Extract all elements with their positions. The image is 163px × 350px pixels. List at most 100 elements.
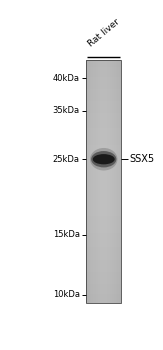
Bar (86, 179, 121, 181)
Bar (86, 99, 121, 101)
Bar (86, 128, 121, 130)
Bar (86, 223, 121, 225)
Bar (86, 267, 121, 269)
Bar (86, 196, 121, 198)
Bar (86, 276, 121, 279)
Bar (86, 120, 121, 123)
Bar (86, 164, 121, 167)
Bar (86, 130, 121, 133)
Bar (86, 264, 121, 267)
Bar (86, 272, 121, 274)
Bar (97, 60, 98, 303)
Bar (86, 279, 121, 281)
Bar (86, 60, 121, 62)
Bar (86, 145, 121, 147)
Bar (88, 60, 89, 303)
Bar (105, 60, 106, 303)
Bar (86, 233, 121, 235)
Bar (86, 247, 121, 250)
Ellipse shape (91, 151, 116, 167)
Bar (86, 301, 121, 303)
Text: 25kDa: 25kDa (53, 155, 80, 164)
Text: 15kDa: 15kDa (53, 230, 80, 239)
Bar (86, 62, 121, 64)
Bar (120, 60, 121, 303)
Bar (86, 255, 121, 257)
Bar (86, 91, 121, 94)
Bar (107, 60, 108, 303)
Bar (86, 198, 121, 201)
Bar (86, 191, 121, 194)
Bar (94, 60, 95, 303)
Bar (86, 184, 121, 186)
Bar (86, 133, 121, 135)
Bar (86, 211, 121, 213)
Bar (86, 106, 121, 108)
Bar (86, 74, 121, 77)
Bar (86, 291, 121, 294)
Bar (86, 216, 121, 218)
Bar (93, 60, 94, 303)
Bar (86, 245, 121, 247)
Bar (86, 172, 121, 174)
Bar (116, 60, 117, 303)
Bar (91, 60, 92, 303)
Bar (86, 169, 121, 172)
Text: Rat liver: Rat liver (86, 18, 121, 49)
Bar (86, 181, 121, 184)
Bar (86, 64, 121, 67)
Bar (86, 177, 121, 179)
Bar (86, 101, 121, 103)
Bar (86, 225, 121, 228)
Bar (86, 203, 121, 206)
Bar (90, 60, 91, 303)
Bar (86, 284, 121, 286)
Bar (86, 167, 121, 169)
Bar (86, 77, 121, 79)
Bar (110, 60, 111, 303)
Bar (89, 60, 90, 303)
Bar (86, 243, 121, 245)
Bar (86, 84, 121, 86)
Bar (86, 235, 121, 238)
Bar (86, 250, 121, 252)
Bar (86, 123, 121, 125)
Bar (108, 60, 109, 303)
Bar (86, 213, 121, 216)
Bar (86, 240, 121, 243)
Bar (86, 140, 121, 142)
Bar (86, 174, 121, 177)
Bar (86, 142, 121, 145)
Bar (86, 189, 121, 191)
Bar (86, 118, 121, 120)
Bar (86, 257, 121, 259)
Bar (86, 138, 121, 140)
Bar (86, 67, 121, 69)
Bar (86, 96, 121, 99)
Bar (96, 60, 97, 303)
Bar (86, 60, 121, 303)
Bar (98, 60, 99, 303)
Text: 35kDa: 35kDa (53, 106, 80, 115)
Bar (86, 152, 121, 155)
Bar (86, 108, 121, 111)
Bar (86, 125, 121, 128)
Bar (86, 194, 121, 196)
Bar (112, 60, 113, 303)
Bar (86, 155, 121, 157)
Bar (99, 60, 100, 303)
Bar (86, 116, 121, 118)
Bar (103, 60, 104, 303)
Bar (86, 238, 121, 240)
Bar (86, 299, 121, 301)
Bar (106, 60, 107, 303)
Bar (86, 147, 121, 150)
Bar (104, 60, 105, 303)
Bar (86, 162, 121, 164)
Bar (86, 79, 121, 82)
Bar (86, 72, 121, 74)
Bar (86, 60, 87, 303)
Ellipse shape (90, 148, 118, 170)
Bar (86, 113, 121, 116)
Bar (95, 60, 96, 303)
